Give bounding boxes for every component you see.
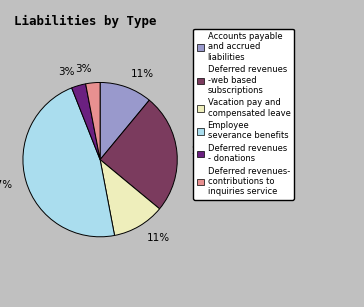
Text: 25%: 25% [191,146,214,156]
Wedge shape [100,83,149,160]
Text: 3%: 3% [58,67,75,77]
Wedge shape [72,84,100,160]
Wedge shape [100,100,177,209]
Text: 47%: 47% [0,180,13,190]
Wedge shape [23,88,115,237]
Text: 11%: 11% [146,233,170,243]
Text: 11%: 11% [131,69,154,79]
Legend: Accounts payable
and accrued
liabilities, Deferred revenues
-web based
subscript: Accounts payable and accrued liabilities… [193,29,294,200]
Wedge shape [100,160,159,235]
Text: 3%: 3% [75,64,91,74]
Wedge shape [86,83,100,160]
Text: Liabilities by Type: Liabilities by Type [14,15,157,28]
